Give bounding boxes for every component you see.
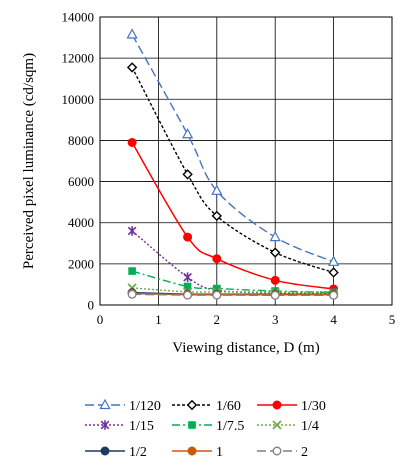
data-point bbox=[269, 230, 281, 242]
y-tick-label: 10000 bbox=[62, 92, 95, 107]
series-line bbox=[131, 142, 334, 290]
grid-lines bbox=[99, 16, 393, 306]
legend: 1/120 1/60 1/30 1/15 1/7.5 1/4 1/2 1 2 bbox=[85, 398, 326, 460]
legend-marker bbox=[272, 420, 282, 430]
x-tick-label: 3 bbox=[272, 312, 279, 327]
y-tick-label: 2000 bbox=[68, 256, 94, 271]
data-point bbox=[183, 290, 193, 300]
x-axis-title: Viewing distance, D (m) bbox=[172, 340, 319, 356]
data-point bbox=[213, 284, 221, 293]
data-point bbox=[126, 62, 138, 73]
series-line bbox=[131, 34, 334, 263]
series-layer bbox=[126, 28, 340, 300]
legend-marker bbox=[99, 398, 111, 410]
legend-marker bbox=[100, 446, 110, 456]
legend-label: 1/2 bbox=[129, 445, 147, 460]
legend-label: 1 bbox=[216, 445, 223, 460]
series-9 bbox=[127, 289, 339, 300]
legend-item: 1 bbox=[172, 445, 223, 460]
data-point bbox=[270, 247, 281, 258]
x-axis-ticks: 0 1 2 3 4 5 bbox=[97, 312, 396, 327]
data-point bbox=[211, 184, 223, 195]
x-tick-label: 1 bbox=[155, 312, 162, 327]
legend-item: 1/60 bbox=[172, 399, 241, 414]
data-point bbox=[183, 282, 192, 291]
data-point bbox=[182, 169, 193, 180]
data-point bbox=[127, 226, 137, 236]
legend-item: 1/2 bbox=[85, 445, 147, 460]
legend-label: 1/15 bbox=[129, 419, 154, 434]
legend-label: 1/60 bbox=[216, 399, 241, 414]
legend-label: 1/4 bbox=[301, 419, 319, 434]
data-point bbox=[270, 275, 280, 285]
legend-item: 1/4 bbox=[257, 419, 319, 434]
legend-label: 1/7.5 bbox=[216, 419, 244, 434]
series-4 bbox=[127, 226, 338, 298]
legend-marker bbox=[100, 420, 110, 430]
plot-area bbox=[99, 16, 393, 306]
series-1 bbox=[126, 28, 340, 266]
legend-label: 2 bbox=[301, 445, 308, 460]
series-line bbox=[131, 270, 334, 294]
x-tick-label: 2 bbox=[214, 312, 221, 327]
legend-marker bbox=[188, 421, 196, 429]
y-tick-label: 4000 bbox=[68, 215, 94, 230]
legend-item: 2 bbox=[257, 445, 308, 460]
x-tick-label: 5 bbox=[389, 312, 396, 327]
x-tick-label: 4 bbox=[330, 312, 337, 327]
legend-marker bbox=[272, 400, 282, 410]
y-axis-ticks: 0 2000 4000 6000 8000 10000 12000 14000 bbox=[62, 10, 95, 313]
legend-label: 1/120 bbox=[129, 399, 161, 414]
legend-item: 1/7.5 bbox=[172, 419, 244, 434]
legend-item: 1/30 bbox=[257, 399, 326, 414]
y-axis-title: Perceived pixel luminance (cd/sqm) bbox=[21, 53, 37, 269]
data-point bbox=[328, 267, 339, 278]
legend-label: 1/30 bbox=[301, 399, 326, 414]
data-point bbox=[212, 254, 222, 264]
data-point bbox=[212, 290, 222, 300]
series-line bbox=[131, 230, 334, 294]
y-tick-label: 12000 bbox=[62, 51, 95, 66]
x-tick-label: 0 bbox=[97, 312, 104, 327]
data-point bbox=[181, 127, 194, 139]
data-point bbox=[128, 267, 136, 275]
data-point bbox=[327, 255, 340, 266]
y-tick-label: 0 bbox=[88, 298, 95, 313]
series-2 bbox=[126, 62, 339, 278]
legend-marker bbox=[187, 446, 197, 456]
legend-marker bbox=[272, 446, 282, 456]
data-point bbox=[270, 290, 280, 300]
y-tick-label: 8000 bbox=[68, 133, 94, 148]
series-line bbox=[131, 67, 334, 274]
legend-item: 1/15 bbox=[85, 419, 154, 434]
legend-marker bbox=[186, 399, 198, 411]
legend-item: 1/120 bbox=[85, 398, 161, 414]
y-tick-label: 6000 bbox=[68, 174, 94, 189]
data-point bbox=[126, 28, 138, 39]
y-tick-label: 14000 bbox=[62, 10, 95, 25]
data-point bbox=[183, 232, 193, 242]
data-point bbox=[127, 289, 137, 299]
series-3 bbox=[127, 137, 339, 294]
data-point bbox=[211, 210, 222, 222]
data-point bbox=[329, 290, 339, 300]
data-point bbox=[127, 137, 137, 147]
data-point bbox=[183, 272, 192, 283]
